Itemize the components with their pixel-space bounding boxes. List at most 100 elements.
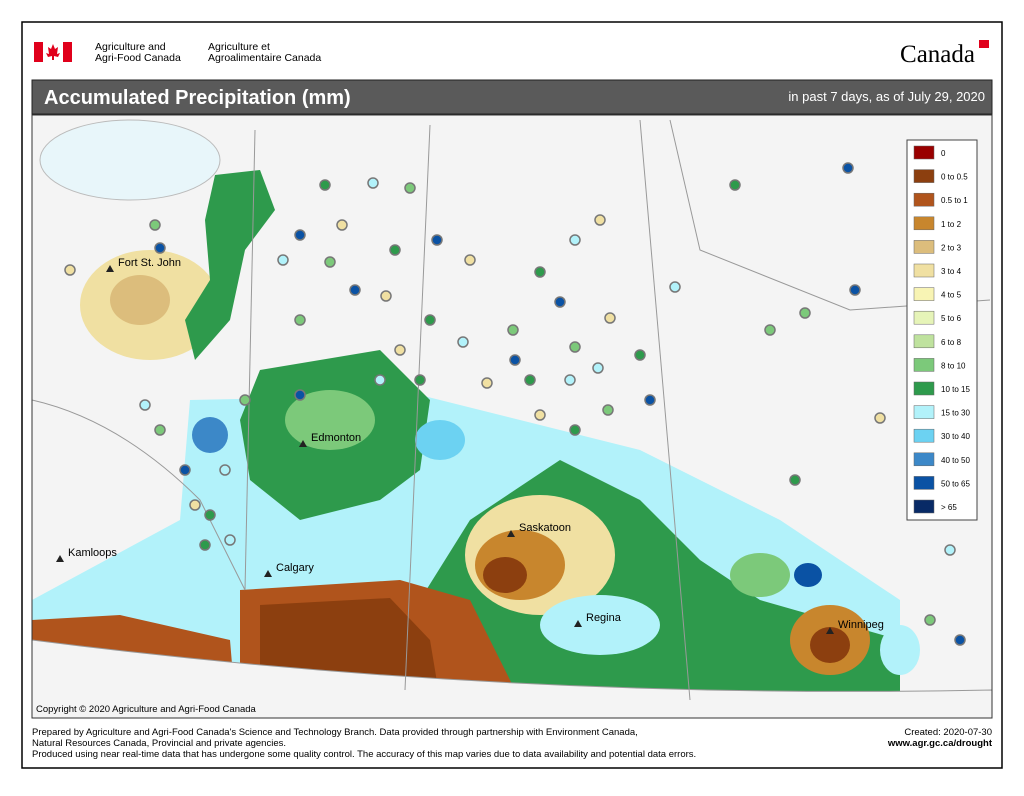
station xyxy=(509,354,521,366)
city-label: Fort St. John xyxy=(118,257,181,269)
city-marker xyxy=(574,620,582,627)
station xyxy=(534,409,546,421)
station xyxy=(507,324,519,336)
station xyxy=(149,219,161,231)
legend-swatch xyxy=(913,240,935,254)
city-label: Regina xyxy=(586,612,622,624)
legend-swatch xyxy=(913,405,935,419)
station xyxy=(944,544,956,556)
legend-swatch xyxy=(913,169,935,183)
map-frame xyxy=(31,114,993,719)
station xyxy=(394,344,406,356)
city-marker xyxy=(106,265,114,272)
legend-swatch xyxy=(913,287,935,301)
station xyxy=(414,374,426,386)
station xyxy=(319,179,331,191)
legend-label: 50 to 65 xyxy=(941,479,970,488)
city-marker xyxy=(507,530,515,537)
legend-swatch xyxy=(913,476,935,490)
station xyxy=(154,242,166,254)
legend-swatch xyxy=(913,428,935,443)
station xyxy=(464,254,476,266)
station xyxy=(564,374,576,386)
legend-swatch xyxy=(913,334,935,349)
footer-line: Prepared by Agriculture and Agri-Food Ca… xyxy=(32,727,638,738)
station xyxy=(349,284,361,296)
legend-label: 8 to 10 xyxy=(941,361,966,370)
station xyxy=(789,474,801,486)
legend: 0 0 to 0.5 0.5 to 1 1 to 2 2 to 3 3 to 4 4 to … xyxy=(913,145,970,514)
title-bar xyxy=(31,79,993,115)
station xyxy=(389,244,401,256)
cities: Fort St. John Edmonton Saskatoon Kamloops Ca… xyxy=(56,257,884,634)
legend-swatch xyxy=(913,452,935,467)
station xyxy=(424,314,436,326)
station xyxy=(294,389,306,401)
station xyxy=(481,377,493,389)
flag xyxy=(34,42,72,62)
city-marker xyxy=(56,555,64,562)
legend-label: 3 to 4 xyxy=(941,267,962,276)
footer-line: Natural Resources Canada, Provincial and… xyxy=(32,738,286,749)
station xyxy=(602,404,614,416)
dept-en-2: Agri-Food Canada xyxy=(95,52,181,64)
legend-swatch xyxy=(913,310,935,325)
station xyxy=(554,296,566,308)
legend-swatch xyxy=(913,381,935,396)
station xyxy=(367,177,379,189)
station xyxy=(954,634,966,646)
legend-swatch xyxy=(913,216,935,231)
station xyxy=(729,179,741,191)
station xyxy=(524,374,536,386)
station xyxy=(644,394,656,406)
city-label: Saskatoon xyxy=(519,522,571,534)
legend-label: 0 xyxy=(941,149,946,158)
legend-label: 0.5 to 1 xyxy=(941,196,968,205)
station xyxy=(374,374,386,386)
station xyxy=(336,219,348,231)
station xyxy=(380,290,392,302)
station xyxy=(204,509,216,521)
legend-swatch xyxy=(913,499,935,514)
city-label: Winnipeg xyxy=(838,619,884,631)
legend-swatch xyxy=(913,192,935,207)
station xyxy=(404,182,416,194)
created: Created: 2020-07-30 xyxy=(904,727,992,738)
copyright: Copyright © 2020 Agriculture and Agri-Fo… xyxy=(36,704,257,715)
station xyxy=(874,412,886,424)
wordmark: Canada xyxy=(900,41,975,68)
station xyxy=(594,214,606,226)
wordmark-flag xyxy=(979,40,989,48)
legend-label: 10 to 15 xyxy=(941,385,970,394)
station xyxy=(277,254,289,266)
station xyxy=(189,499,201,511)
legend-label: 1 to 2 xyxy=(941,220,962,229)
station xyxy=(634,349,646,361)
legend-swatch xyxy=(913,263,935,278)
city-marker xyxy=(826,627,834,634)
legend-label: 4 to 5 xyxy=(941,291,962,300)
station xyxy=(139,399,151,411)
station xyxy=(592,362,604,374)
city-marker xyxy=(264,570,272,577)
city-label: Calgary xyxy=(276,562,314,574)
station xyxy=(224,534,236,546)
station xyxy=(199,539,211,551)
station xyxy=(669,281,681,293)
legend-swatch xyxy=(913,358,935,372)
station xyxy=(179,464,191,476)
legend-label: 5 to 6 xyxy=(941,314,962,323)
station xyxy=(324,256,336,268)
subtitle: in past 7 days, as of July 29, 2020 xyxy=(788,89,985,104)
station xyxy=(604,312,616,324)
station xyxy=(799,307,811,319)
city-label: Kamloops xyxy=(68,547,117,559)
map xyxy=(32,115,992,718)
station xyxy=(219,464,231,476)
title: Accumulated Precipitation (mm) xyxy=(44,87,351,109)
station xyxy=(294,229,306,241)
station xyxy=(239,394,251,406)
footer-line: Produced using near real-time data that … xyxy=(32,749,696,760)
legend-label: > 65 xyxy=(941,503,957,512)
